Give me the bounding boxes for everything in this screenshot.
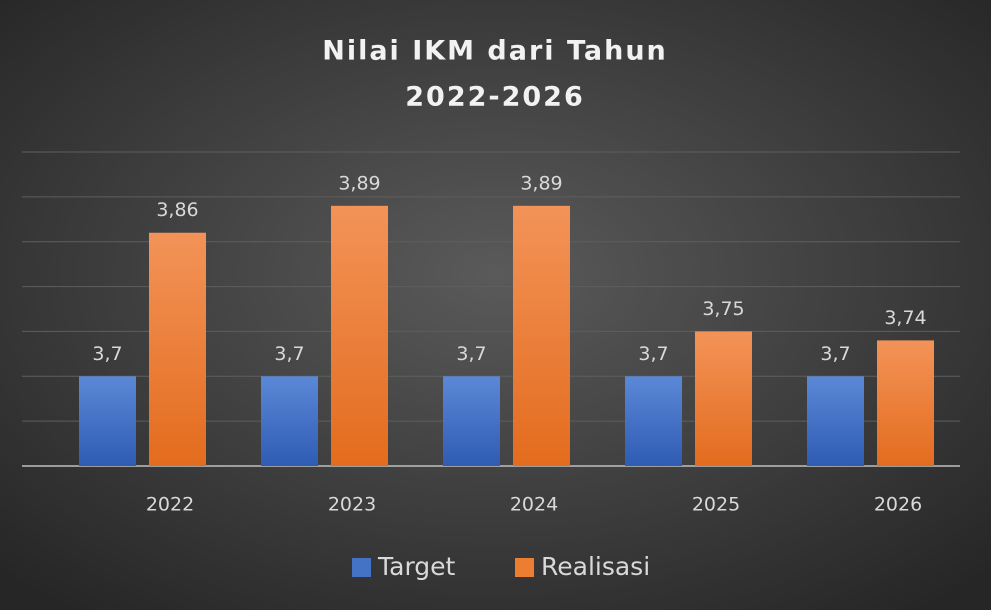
data-label: 3,7 — [274, 343, 304, 365]
bar — [79, 376, 136, 466]
data-label: 3,7 — [92, 343, 122, 365]
legend-swatch — [515, 558, 534, 577]
x-tick-label: 2023 — [328, 494, 376, 516]
x-tick-label: 2026 — [874, 494, 922, 516]
bar — [443, 376, 500, 466]
x-tick-label: 2025 — [692, 494, 740, 516]
data-label: 3,86 — [156, 199, 198, 221]
bar — [261, 376, 318, 466]
bar — [149, 232, 206, 466]
data-label: 3,74 — [884, 307, 926, 329]
bar — [513, 205, 570, 467]
chart-title: 2022-2026 — [405, 82, 585, 113]
x-tick-label: 2024 — [510, 494, 558, 516]
bar — [331, 205, 388, 467]
bar — [695, 331, 752, 466]
x-tick-label: 2022 — [146, 494, 194, 516]
chart-title: Nilai IKM dari Tahun — [322, 36, 668, 67]
data-label: 3,89 — [338, 172, 380, 194]
data-label: 3,75 — [702, 298, 744, 320]
legend-label: Realisasi — [541, 552, 650, 581]
bar — [625, 376, 682, 466]
data-label: 3,89 — [520, 172, 562, 194]
bar — [877, 340, 934, 466]
legend-label: Target — [377, 552, 456, 581]
data-label: 3,7 — [820, 343, 850, 365]
bar — [807, 376, 864, 466]
data-label: 3,7 — [456, 343, 486, 365]
data-label: 3,7 — [638, 343, 668, 365]
legend-swatch — [352, 558, 371, 577]
